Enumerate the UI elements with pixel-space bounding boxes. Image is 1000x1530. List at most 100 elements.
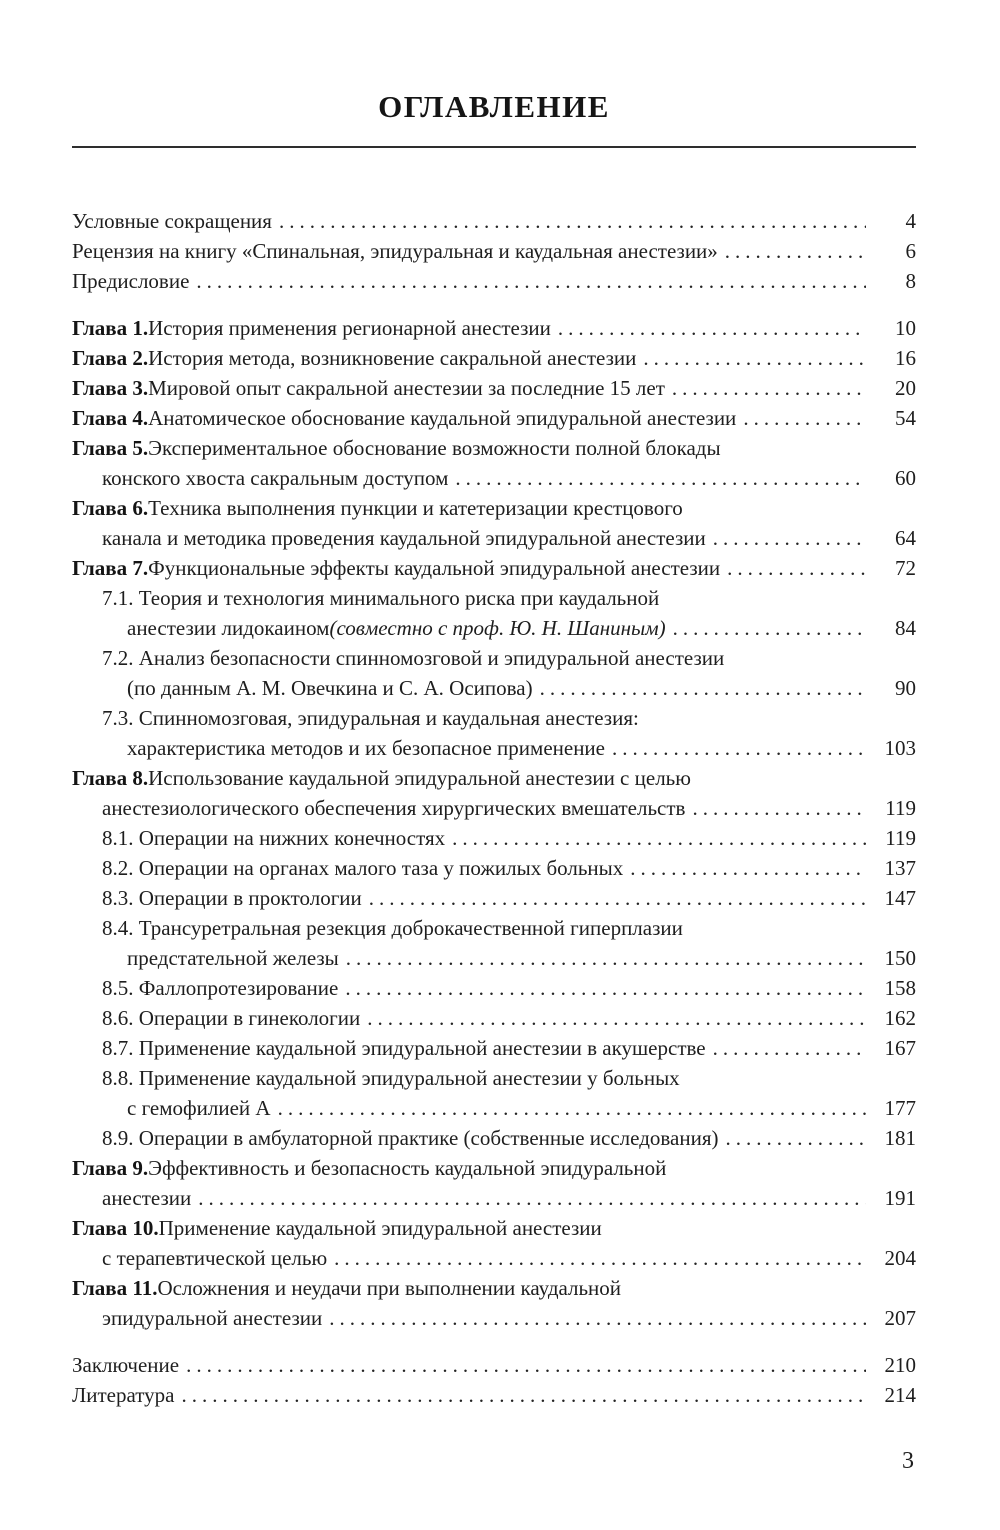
toc-line: канала и методика проведения каудальной …: [72, 523, 916, 553]
entry-text: Условные сокращения: [72, 209, 272, 233]
entry-text: 8.2. Операции на органах малого таза у п…: [102, 856, 624, 880]
dot-leader: ........................................…: [345, 946, 866, 970]
toc-line: Глава 5. Экспериментальное обоснование в…: [72, 433, 916, 463]
toc-line: Литература..............................…: [72, 1380, 916, 1410]
toc-line: 8.1. Операции на нижних конечностях.....…: [72, 823, 916, 853]
toc-entry: Глава 4. Анатомическое обоснование кауда…: [72, 403, 916, 433]
toc-line: Глава 6. Техника выполнения пункции и ка…: [72, 493, 916, 523]
toc-line: Рецензия на книгу «Спинальная, эпидураль…: [72, 236, 916, 266]
toc-line: 8.5. Фаллопротезирование................…: [72, 973, 916, 1003]
toc-entry: Глава 5. Экспериментальное обоснование в…: [72, 433, 916, 493]
toc-line: с терапевтической целью.................…: [72, 1243, 916, 1273]
page-ref: 162: [884, 1006, 917, 1030]
entry-text: Использование каудальной эпидуральной ан…: [148, 766, 691, 790]
toc-line: эпидуральной анестезии..................…: [72, 1303, 916, 1333]
entry-text: Мировой опыт сакральной анестезии за пос…: [148, 376, 665, 400]
page-ref: 72: [895, 556, 916, 580]
page-ref: 4: [905, 209, 917, 233]
toc-line: 8.2. Операции на органах малого таза у п…: [72, 853, 916, 883]
chapter-label: Глава 1.: [72, 316, 149, 340]
entry-text: Функциональные эффекты каудальной эпидур…: [148, 556, 721, 580]
page-ref: 137: [884, 856, 917, 880]
toc-entry: 8.4. Трансуретральная резекция доброкаче…: [72, 913, 916, 973]
toc-line: 8.7. Применение каудальной эпидуральной …: [72, 1033, 916, 1063]
entry-text: Эффективность и безопасность каудальной …: [148, 1156, 667, 1180]
entry-text: 7.3. Спинномозговая, эпидуральная и кауд…: [102, 706, 639, 730]
entry-text: Экспериментальное обоснование возможност…: [148, 436, 721, 460]
entry-text: Применение каудальной эпидуральной анест…: [158, 1216, 602, 1240]
toc-entry: 8.3. Операции в проктологии.............…: [72, 883, 916, 913]
page-ref: 210: [884, 1353, 917, 1377]
chapter-label: Глава 4.: [72, 406, 149, 430]
dot-leader: ........................................…: [278, 209, 866, 233]
dot-leader: ........................................…: [277, 1096, 866, 1120]
chapter-label: Глава 11.: [72, 1276, 158, 1300]
toc-entry: Литература..............................…: [72, 1380, 916, 1410]
page-ref: 147: [884, 886, 917, 910]
dot-leader: ........................................…: [452, 826, 866, 850]
entry-text: Литература: [72, 1383, 175, 1407]
toc-line: 7.3. Спинномозговая, эпидуральная и кауд…: [72, 703, 916, 733]
entry-text: характеристика методов и их безопасное п…: [127, 736, 605, 760]
page-ref: 64: [895, 526, 916, 550]
entry-text: 8.9. Операции в амбулаторной практике (с…: [102, 1126, 719, 1150]
entry-text: 8.7. Применение каудальной эпидуральной …: [102, 1036, 706, 1060]
dot-leader: ........................................…: [368, 886, 866, 910]
entry-text: 8.6. Операции в гинекологии: [102, 1006, 361, 1030]
entry-text: канала и методика проведения каудальной …: [102, 526, 706, 550]
page-title: ОГЛАВЛЕНИЕ: [378, 89, 610, 124]
dot-leader: ........................................…: [672, 616, 866, 640]
toc-entry: 7.2. Анализ безопасности спинномозговой …: [72, 643, 916, 703]
entry-text: 8.1. Операции на нижних конечностях: [102, 826, 446, 850]
toc-line: 7.1. Теория и технология минимального ри…: [72, 583, 916, 613]
dot-leader: ........................................…: [181, 1383, 866, 1407]
toc-entry: 7.1. Теория и технология минимального ри…: [72, 583, 916, 643]
page-ref: 214: [884, 1383, 917, 1407]
toc-line: Глава 1. История применения регионарной …: [72, 313, 916, 343]
page-ref: 150: [884, 946, 917, 970]
page-ref: 20: [895, 376, 916, 400]
title-divider: [72, 146, 916, 148]
toc-line: 8.9. Операции в амбулаторной практике (с…: [72, 1123, 916, 1153]
toc-entry: Условные сокращения.....................…: [72, 206, 916, 236]
toc-line: Глава 11. Осложнения и неудачи при выпол…: [72, 1273, 916, 1303]
page-ref: 60: [895, 466, 916, 490]
toc-entry: 8.1. Операции на нижних конечностях.....…: [72, 823, 916, 853]
page-ref: 84: [895, 616, 916, 640]
entry-text: с гемофилией А: [127, 1096, 271, 1120]
toc-line: Глава 8. Использование каудальной эпидур…: [72, 763, 916, 793]
toc-entry: 8.9. Операции в амбулаторной практике (с…: [72, 1123, 916, 1153]
toc-line: анестезии...............................…: [72, 1183, 916, 1213]
chapter-label: Глава 5.: [72, 436, 149, 460]
dot-leader: ........................................…: [692, 796, 866, 820]
dot-leader: ........................................…: [334, 1246, 866, 1270]
page-ref: 158: [884, 976, 917, 1000]
toc-entry: 8.6. Операции в гинекологии.............…: [72, 1003, 916, 1033]
toc-line: Условные сокращения.....................…: [72, 206, 916, 236]
dot-leader: ........................................…: [367, 1006, 866, 1030]
page-ref: 191: [884, 1186, 917, 1210]
page-ref: 204: [884, 1246, 917, 1270]
page-ref: 177: [884, 1096, 917, 1120]
dot-leader: ........................................…: [743, 406, 866, 430]
chapter-label: Глава 6.: [72, 496, 149, 520]
toc-entry: 7.3. Спинномозговая, эпидуральная и кауд…: [72, 703, 916, 763]
dot-leader: ........................................…: [612, 736, 866, 760]
toc-entry: Глава 9. Эффективность и безопасность ка…: [72, 1153, 916, 1213]
entry-text: Предисловие: [72, 269, 190, 293]
entry-text: с терапевтической целью: [102, 1246, 328, 1270]
dot-leader: ........................................…: [196, 269, 866, 293]
toc-line: конского хвоста сакральным доступом.....…: [72, 463, 916, 493]
entry-text: Рецензия на книгу «Спинальная, эпидураль…: [72, 239, 718, 263]
entry-text: предстательной железы: [127, 946, 339, 970]
chapter-label: Глава 2.: [72, 346, 149, 370]
dot-leader: ........................................…: [724, 239, 866, 263]
entry-text: История применения регионарной анестезии: [148, 316, 551, 340]
toc-entry: 8.2. Операции на органах малого таза у п…: [72, 853, 916, 883]
folio-page-number: 3: [902, 1448, 914, 1474]
entry-text: 7.2. Анализ безопасности спинномозговой …: [102, 646, 725, 670]
entry-text: Анатомическое обоснование каудальной эпи…: [148, 406, 737, 430]
toc-line: анестезиологического обеспечения хирурги…: [72, 793, 916, 823]
chapter-label: Глава 8.: [72, 766, 149, 790]
